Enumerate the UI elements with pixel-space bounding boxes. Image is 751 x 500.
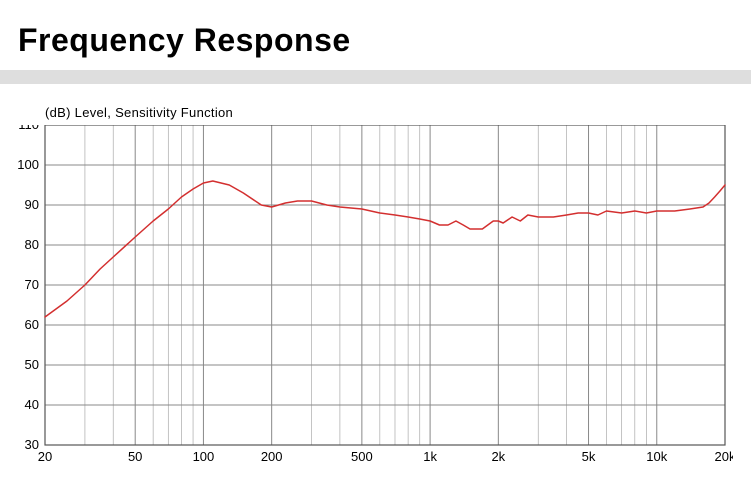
frequency-response-chart: 20 50 100 200 500 1k 2k 5k 10k 20k 30 40 50 60 70 80 90 1… — [18, 125, 733, 470]
y-tick-label: 30 — [25, 437, 39, 452]
x-tick-label: 50 — [128, 449, 142, 464]
y-tick-label: 110 — [18, 125, 39, 132]
y-tick-label: 90 — [25, 197, 39, 212]
x-tick-label: 20k — [715, 449, 733, 464]
x-tick-label: 500 — [351, 449, 373, 464]
page-title: Frequency Response — [18, 22, 351, 59]
x-axis-label: Frequency (Hz) — [635, 469, 725, 470]
title-underline-bar — [0, 70, 751, 84]
x-tick-label: 1k — [423, 449, 437, 464]
y-tick-label: 100 — [18, 157, 39, 172]
y-tick-label: 40 — [25, 397, 39, 412]
page: Frequency Response (dB) Level, Sensitivi… — [0, 0, 751, 500]
x-tick-label: 200 — [261, 449, 283, 464]
x-tick-label: 10k — [646, 449, 667, 464]
chart-container: 20 50 100 200 500 1k 2k 5k 10k 20k 30 40 50 60 70 80 90 1… — [18, 125, 733, 470]
y-tick-label: 80 — [25, 237, 39, 252]
x-tick-label: 5k — [582, 449, 596, 464]
x-tick-label: 100 — [193, 449, 215, 464]
y-tick-label: 70 — [25, 277, 39, 292]
chart-subtitle: (dB) Level, Sensitivity Function — [45, 105, 233, 120]
y-tick-label: 50 — [25, 357, 39, 372]
x-tick-label: 20 — [38, 449, 52, 464]
x-tick-label: 2k — [491, 449, 505, 464]
y-tick-label: 60 — [25, 317, 39, 332]
